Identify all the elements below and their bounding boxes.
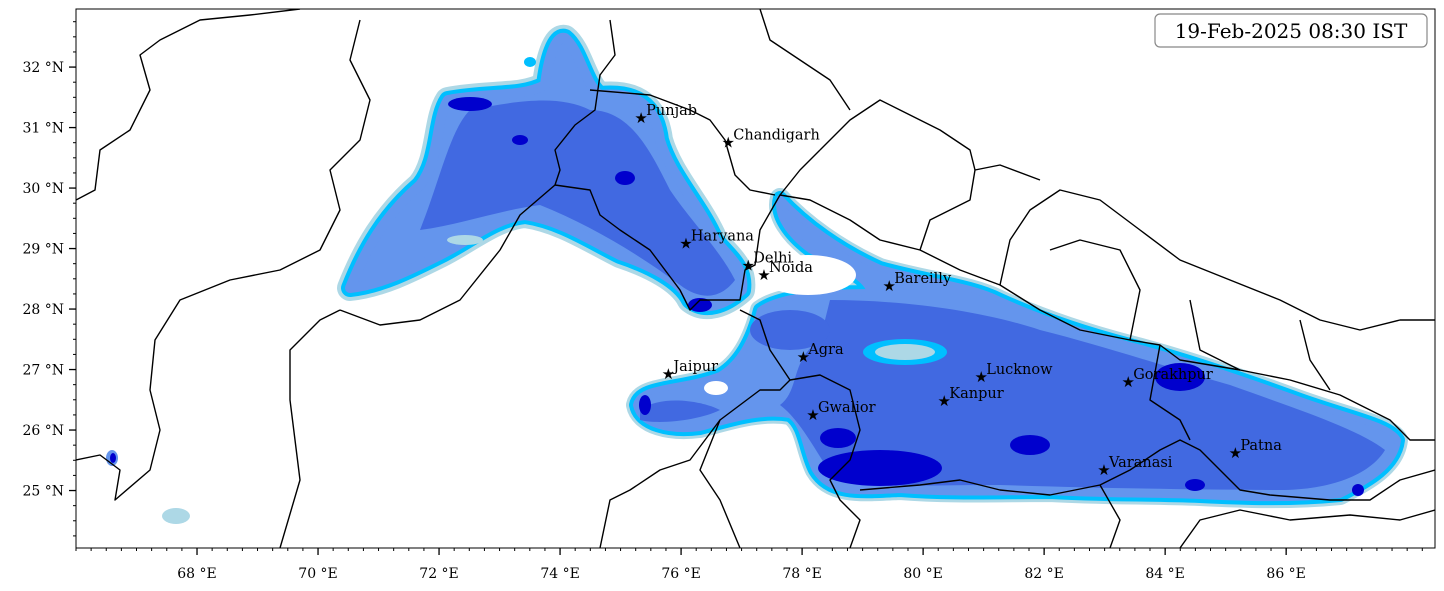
city-punjab: ★Punjab [634, 103, 697, 127]
city-label: Lucknow [986, 362, 1053, 378]
precip-level-mediumblue [110, 97, 1364, 496]
y-tick-label: 26 °N [22, 423, 64, 439]
admin-borders [76, 9, 1435, 548]
x-tick-label: 70 °E [298, 566, 337, 582]
city-bareilly: ★Bareilly [882, 271, 951, 295]
city-label: Delhi [753, 250, 792, 266]
star-marker-icon: ★ [938, 392, 951, 410]
x-tick-label: 68 °E [177, 566, 216, 582]
star-marker-icon: ★ [974, 368, 987, 386]
city-label: Chandigarh [733, 128, 820, 144]
star-marker-icon: ★ [757, 266, 770, 284]
star-marker-icon: ★ [1122, 373, 1135, 391]
city-label: Kanpur [949, 386, 1003, 402]
city-label: Punjab [646, 103, 697, 119]
city-label: Agra [807, 342, 844, 358]
city-markers: ★Punjab★Chandigarh★Haryana★Delhi★Noida★B… [634, 103, 1282, 479]
no-precip-holes [447, 235, 947, 395]
city-label: Bareilly [894, 271, 952, 287]
y-tick-label: 31 °N [22, 121, 64, 137]
star-marker-icon: ★ [679, 235, 692, 253]
city-chandigarh: ★Chandigarh [722, 128, 820, 152]
x-tick-label: 82 °E [1024, 566, 1063, 582]
city-gorakhpur: ★Gorakhpur [1122, 367, 1213, 391]
city-varanasi: ★Varanasi [1097, 455, 1173, 479]
precipitation-layers [76, 9, 1435, 548]
x-tick-label: 86 °E [1266, 566, 1305, 582]
axes: 68 °E 70 °E 72 °E 74 °E 76 °E 78 °E 80 °E 82 °E… [22, 21, 1423, 582]
x-tick-label: 78 °E [782, 566, 821, 582]
city-noida: ★Noida [757, 260, 813, 284]
star-marker-icon: ★ [1097, 461, 1110, 479]
city-label: Jaipur [671, 359, 718, 375]
y-tick-label: 29 °N [22, 242, 64, 258]
city-patna: ★Patna [1229, 438, 1283, 462]
x-tick-label: 80 °E [903, 566, 942, 582]
city-gwalior: ★Gwalior [806, 400, 875, 424]
city-agra: ★Agra [797, 342, 844, 366]
star-marker-icon: ★ [634, 109, 647, 127]
timestamp-box: 19-Feb-2025 08:30 IST [1154, 13, 1428, 48]
city-label: Gwalior [818, 400, 876, 416]
x-tick-label: 76 °E [661, 566, 700, 582]
city-label: Haryana [691, 229, 754, 245]
timestamp-title: 19-Feb-2025 08:30 IST [1175, 19, 1408, 43]
star-marker-icon: ★ [882, 277, 895, 295]
city-jaipur: ★Jaipur [662, 359, 718, 383]
star-marker-icon: ★ [742, 256, 755, 274]
x-tick-label: 84 °E [1145, 566, 1184, 582]
city-lucknow: ★Lucknow [974, 362, 1053, 386]
x-tick-label: 74 °E [540, 566, 579, 582]
city-haryana: ★Haryana [679, 229, 754, 253]
x-tick-label: 72 °E [419, 566, 458, 582]
y-tick-label: 28 °N [22, 302, 64, 318]
y-tick-label: 32 °N [22, 60, 64, 76]
y-tick-label: 25 °N [22, 484, 64, 500]
city-label: Patna [1240, 438, 1282, 454]
star-marker-icon: ★ [797, 348, 810, 366]
city-label: Noida [769, 260, 813, 276]
star-marker-icon: ★ [806, 406, 819, 424]
star-marker-icon: ★ [662, 365, 675, 383]
city-label: Gorakhpur [1133, 367, 1213, 383]
city-delhi: ★Delhi [742, 250, 793, 274]
star-marker-icon: ★ [722, 134, 735, 152]
precip-level-lightblue [162, 38, 1398, 524]
city-label: Varanasi [1108, 455, 1173, 471]
city-kanpur: ★Kanpur [938, 386, 1004, 410]
star-marker-icon: ★ [1229, 444, 1242, 462]
y-tick-label: 27 °N [22, 363, 64, 379]
y-tick-label: 30 °N [22, 181, 64, 197]
